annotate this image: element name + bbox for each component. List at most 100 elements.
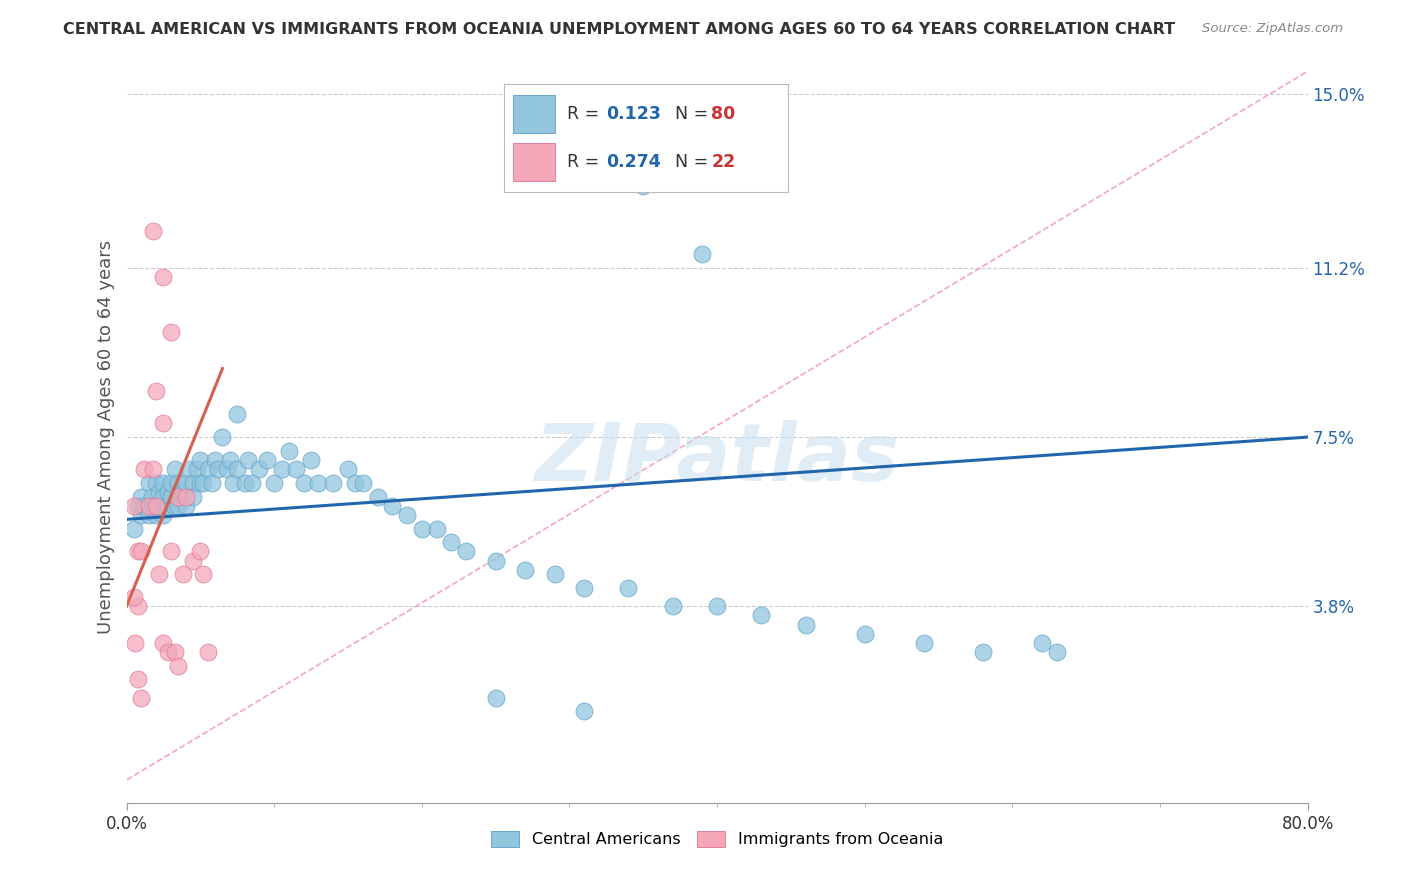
Point bbox=[122, 521, 145, 535]
Point bbox=[152, 490, 174, 504]
Point bbox=[124, 636, 146, 650]
Point bbox=[160, 325, 183, 339]
Point bbox=[177, 462, 200, 476]
Point bbox=[172, 485, 194, 500]
Point bbox=[484, 690, 508, 705]
Point bbox=[193, 475, 215, 490]
Point bbox=[263, 475, 285, 490]
Point bbox=[186, 462, 208, 476]
Point bbox=[145, 475, 167, 490]
Text: ZIPatlas: ZIPatlas bbox=[534, 420, 900, 498]
Point bbox=[174, 490, 197, 504]
Point bbox=[215, 462, 238, 476]
Point bbox=[167, 658, 190, 673]
Point bbox=[240, 475, 263, 490]
Point bbox=[285, 462, 308, 476]
Point bbox=[122, 590, 145, 604]
Point bbox=[367, 490, 389, 504]
Point bbox=[249, 462, 271, 476]
Point bbox=[148, 485, 170, 500]
Point bbox=[543, 567, 565, 582]
Point bbox=[145, 499, 167, 513]
Point bbox=[574, 581, 596, 595]
Point bbox=[165, 462, 187, 476]
Point bbox=[163, 499, 186, 513]
Point bbox=[278, 443, 301, 458]
Point bbox=[515, 563, 537, 577]
Point bbox=[706, 599, 728, 614]
Point bbox=[127, 544, 149, 558]
Point bbox=[751, 608, 773, 623]
Point bbox=[167, 475, 190, 490]
Point bbox=[853, 626, 876, 640]
Point bbox=[145, 384, 167, 399]
Legend: Central Americans, Immigrants from Oceania: Central Americans, Immigrants from Ocean… bbox=[491, 831, 943, 847]
Point bbox=[344, 475, 367, 490]
Point bbox=[308, 475, 330, 490]
Point bbox=[440, 535, 463, 549]
Point bbox=[662, 599, 685, 614]
Point bbox=[160, 475, 183, 490]
Point bbox=[172, 567, 194, 582]
Point bbox=[129, 490, 153, 504]
Point bbox=[633, 178, 655, 193]
Y-axis label: Unemployment Among Ages 60 to 64 years: Unemployment Among Ages 60 to 64 years bbox=[97, 240, 115, 634]
Point bbox=[204, 453, 226, 467]
Point bbox=[236, 453, 259, 467]
Point bbox=[292, 475, 315, 490]
Point bbox=[127, 499, 149, 513]
Point bbox=[129, 690, 153, 705]
Point bbox=[127, 599, 149, 614]
Point bbox=[152, 270, 174, 285]
Point bbox=[160, 544, 183, 558]
Point bbox=[165, 645, 187, 659]
Point bbox=[188, 453, 212, 467]
Point bbox=[141, 490, 163, 504]
Point bbox=[152, 508, 174, 522]
Point bbox=[167, 499, 190, 513]
Point bbox=[127, 673, 149, 687]
Point bbox=[148, 567, 170, 582]
Point bbox=[411, 521, 433, 535]
Point bbox=[156, 499, 179, 513]
Point bbox=[122, 499, 145, 513]
Point bbox=[226, 462, 249, 476]
Point bbox=[138, 499, 160, 513]
Point bbox=[129, 508, 153, 522]
Point bbox=[381, 499, 404, 513]
Point bbox=[912, 636, 935, 650]
Point bbox=[181, 490, 204, 504]
Point bbox=[145, 508, 167, 522]
Point bbox=[152, 417, 174, 431]
Text: CENTRAL AMERICAN VS IMMIGRANTS FROM OCEANIA UNEMPLOYMENT AMONG AGES 60 TO 64 YEA: CENTRAL AMERICAN VS IMMIGRANTS FROM OCEA… bbox=[63, 22, 1175, 37]
Point bbox=[156, 645, 179, 659]
Point bbox=[193, 567, 215, 582]
Point bbox=[197, 462, 219, 476]
Point bbox=[197, 645, 219, 659]
Point bbox=[219, 453, 242, 467]
Point bbox=[456, 544, 478, 558]
Point bbox=[617, 581, 640, 595]
Point bbox=[134, 462, 156, 476]
Point bbox=[337, 462, 360, 476]
Point bbox=[226, 407, 249, 421]
Point bbox=[181, 553, 204, 567]
Point bbox=[299, 453, 322, 467]
Point bbox=[142, 224, 165, 238]
Point bbox=[152, 475, 174, 490]
Point bbox=[972, 645, 994, 659]
Point bbox=[174, 475, 197, 490]
Point bbox=[207, 462, 229, 476]
Point bbox=[574, 705, 596, 719]
Point bbox=[138, 475, 160, 490]
Point bbox=[138, 508, 160, 522]
Point bbox=[484, 553, 508, 567]
Point bbox=[181, 475, 204, 490]
Point bbox=[134, 499, 156, 513]
Point bbox=[142, 462, 165, 476]
Point bbox=[256, 453, 278, 467]
Point bbox=[233, 475, 256, 490]
Point bbox=[794, 617, 817, 632]
Point bbox=[1031, 636, 1053, 650]
Point bbox=[167, 490, 190, 504]
